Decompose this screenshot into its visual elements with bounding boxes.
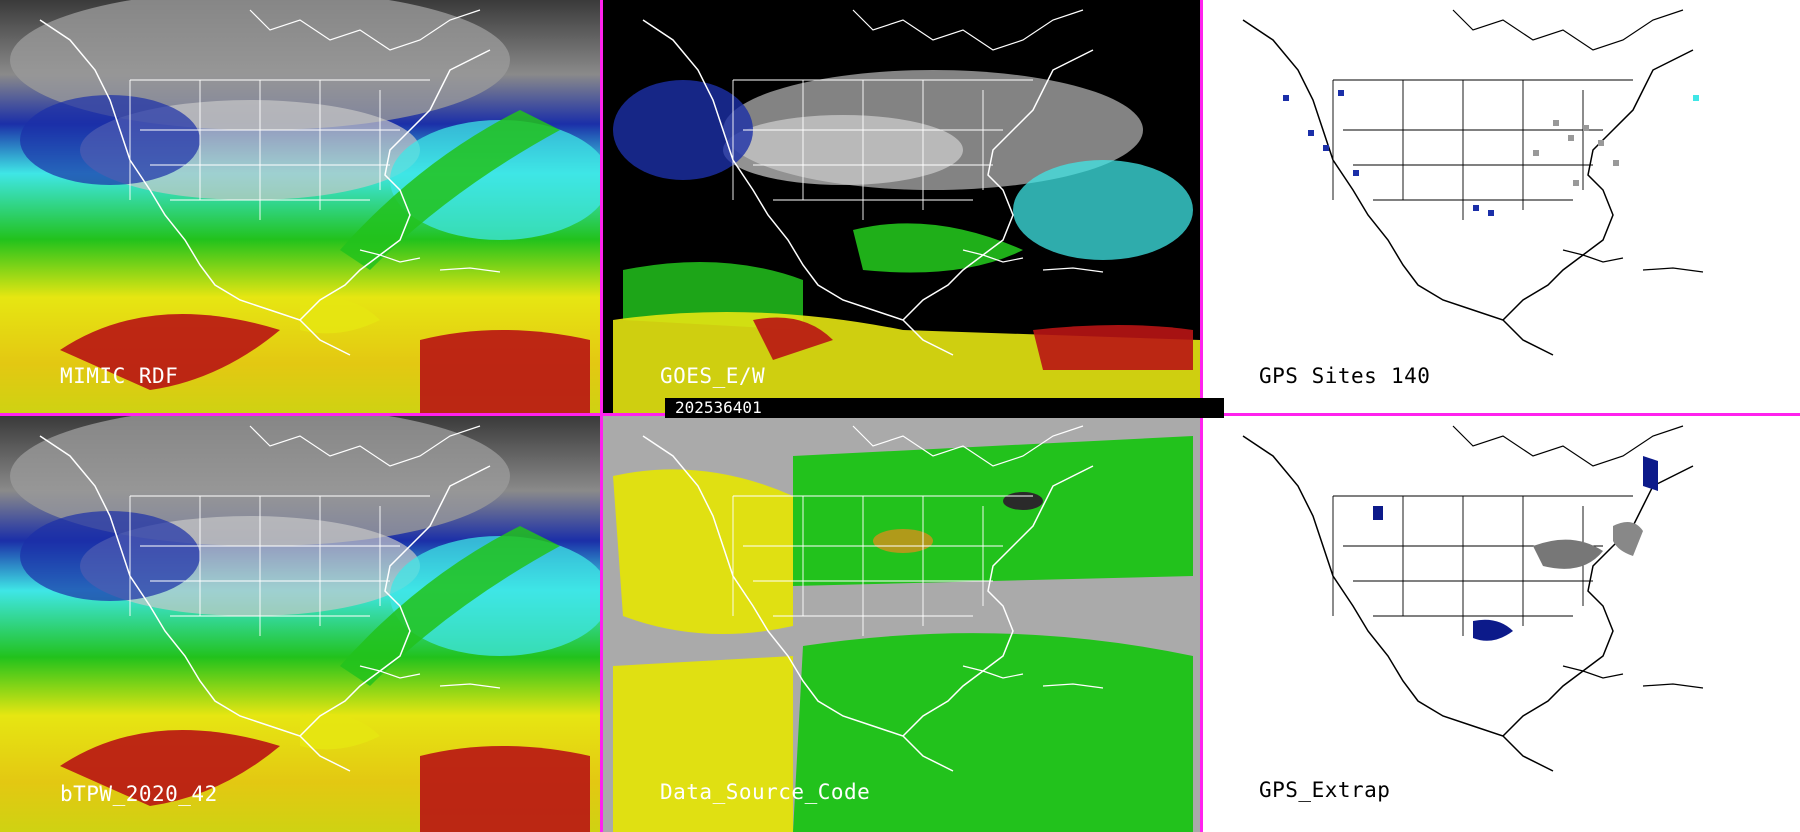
- divider-vertical-left: [600, 0, 603, 832]
- panel-label: MIMIC RDF: [60, 364, 179, 388]
- gps-sites-map-image: [1242, 9, 1704, 356]
- panel-label: Data_Source_Code: [660, 780, 871, 804]
- timestamp-bar: 202536401: [665, 398, 1224, 418]
- panel-label: bTPW_2020_42: [60, 782, 218, 806]
- map-panel-btpw: bTPW_2020_42: [0, 416, 600, 832]
- goes-map-image: [603, 0, 1200, 413]
- site-count: 140: [1391, 364, 1431, 388]
- map-panel-data-source: Data_Source_Code: [603, 416, 1200, 832]
- btpw-map-image: [0, 416, 600, 832]
- map-panel-mimic-rdf: MIMIC RDF: [0, 0, 600, 413]
- panel-label: GPS Sites: [1259, 364, 1378, 388]
- map-panel-goes: GOES_E/W: [603, 0, 1200, 413]
- map-panel-gps-extrap: GPS_Extrap: [1203, 416, 1800, 832]
- panel-label: GPS_Extrap: [1259, 778, 1391, 802]
- gps-extrap-map-image: [1242, 425, 1704, 772]
- tpw-map-image: [0, 0, 600, 413]
- map-panel-gps-sites: GPS Sites 140: [1203, 0, 1800, 413]
- source-map-image: [603, 416, 1200, 832]
- panel-label: GOES_E/W: [660, 364, 766, 388]
- timestamp-label: 202536401: [675, 398, 762, 417]
